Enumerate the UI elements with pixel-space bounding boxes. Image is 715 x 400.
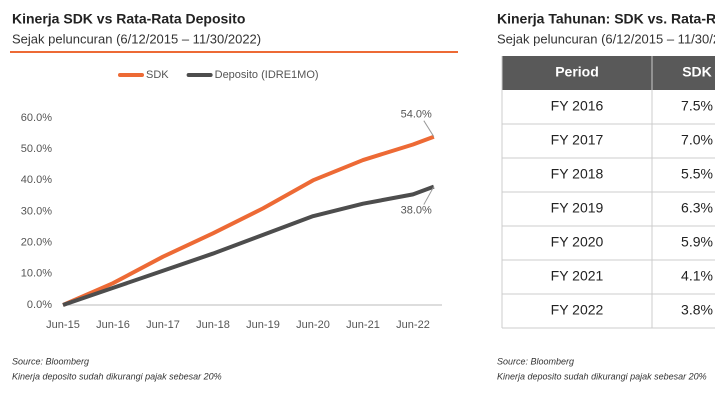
- table-subtitle: Sejak peluncuran (6/12/2015 – 11/30/2022…: [497, 31, 715, 46]
- y-tick-label: 0.0%: [27, 299, 52, 311]
- table-title: Kinerja Tahunan: SDK vs. Rata-Rata Depos…: [497, 11, 715, 27]
- cell: 7.0%: [681, 132, 713, 148]
- cell: FY 2018: [551, 166, 604, 182]
- table-note: Kinerja deposito sudah dikurangi pajak s…: [497, 371, 707, 381]
- chart-title: Kinerja SDK vs Rata-Rata Deposito: [12, 11, 245, 27]
- x-tick-label: Jun-20: [296, 319, 330, 331]
- x-tick-label: Jun-19: [246, 319, 280, 331]
- cell: 7.5%: [681, 98, 713, 114]
- y-tick-label: 40.0%: [21, 174, 52, 186]
- cell: 3.8%: [681, 302, 713, 318]
- series-line: [62, 134, 435, 307]
- x-tick-label: Jun-15: [46, 319, 80, 331]
- table-header-bg: [502, 56, 715, 90]
- cell: FY 2017: [551, 132, 604, 148]
- cell: 4.1%: [681, 268, 713, 284]
- y-tick-label: 50.0%: [21, 143, 52, 155]
- legend-label: SDK: [146, 69, 169, 81]
- y-tick-label: 10.0%: [21, 268, 52, 280]
- header-cell: Period: [555, 64, 599, 80]
- cell: 5.5%: [681, 166, 713, 182]
- value-label: 38.0%: [401, 204, 432, 216]
- legend-label: Deposito (IDRE1MO): [215, 69, 319, 81]
- y-tick-label: 30.0%: [21, 205, 52, 217]
- x-tick-label: Jun-18: [196, 319, 230, 331]
- x-tick-label: Jun-21: [346, 319, 380, 331]
- note: Kinerja deposito sudah dikurangi pajak s…: [12, 371, 222, 381]
- leader: [423, 120, 435, 137]
- chart-subtitle: Sejak peluncuran (6/12/2015 – 11/30/2022…: [12, 31, 261, 46]
- cell: FY 2016: [551, 98, 604, 114]
- header-cell: SDK: [682, 64, 712, 80]
- y-tick-label: 20.0%: [21, 237, 52, 249]
- y-tick-label: 60.0%: [21, 112, 52, 124]
- cell: FY 2020: [551, 234, 604, 250]
- table-source: Source: Bloomberg: [497, 356, 574, 366]
- cell: FY 2021: [551, 268, 604, 284]
- source: Source: Bloomberg: [12, 356, 89, 366]
- value-label: 54.0%: [401, 109, 432, 121]
- x-tick-label: Jun-17: [146, 319, 180, 331]
- cell: 5.9%: [681, 234, 713, 250]
- leader: [423, 186, 435, 205]
- cell: FY 2022: [551, 302, 604, 318]
- x-tick-label: Jun-22: [396, 319, 430, 331]
- x-tick-label: Jun-16: [96, 319, 130, 331]
- series-line: [62, 184, 435, 307]
- cell: FY 2019: [551, 200, 604, 216]
- cell: 6.3%: [681, 200, 713, 216]
